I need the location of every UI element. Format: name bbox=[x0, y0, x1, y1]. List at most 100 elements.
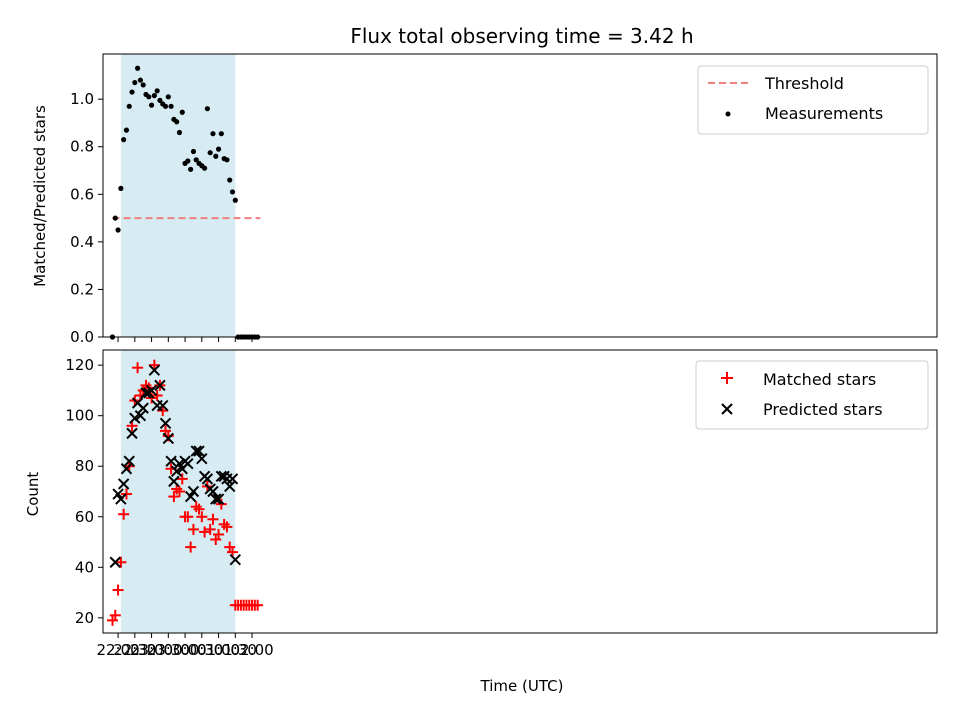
measurement-point bbox=[162, 103, 169, 109]
predicted-star-point bbox=[117, 478, 130, 490]
bottom-y-tick-label: 60 bbox=[75, 508, 94, 526]
chart-title: Flux total observing time = 3.42 h bbox=[350, 24, 693, 48]
predicted-star-point bbox=[109, 556, 121, 568]
predicted-star-point bbox=[162, 432, 175, 445]
measurement-point bbox=[215, 146, 222, 152]
matched-star-point bbox=[207, 513, 219, 525]
bottom-y-axis-label: Count bbox=[24, 472, 42, 517]
measurement-point bbox=[157, 97, 163, 103]
x-tick-label: 00:00 bbox=[163, 641, 206, 659]
legend-threshold-label: Threshold bbox=[764, 74, 844, 93]
measurement-point bbox=[135, 65, 141, 71]
predicted-star-point bbox=[210, 493, 222, 505]
top-y-axis-label: Matched/Predicted stars bbox=[31, 105, 49, 287]
predicted-star-point bbox=[182, 457, 194, 470]
measurement-point bbox=[115, 227, 121, 233]
predicted-star-point bbox=[215, 470, 228, 483]
measurement-point bbox=[140, 82, 146, 88]
measurement-point bbox=[121, 137, 127, 143]
bottom-y-tick-label: 40 bbox=[75, 558, 94, 576]
legend-measurements-label: Measurements bbox=[765, 104, 883, 123]
measurement-point bbox=[179, 109, 185, 115]
matched-star-point bbox=[185, 541, 197, 553]
measurement-point bbox=[137, 77, 144, 83]
bottom-y-tick-label: 20 bbox=[75, 609, 94, 627]
top-y-tick-label: 0.8 bbox=[70, 138, 94, 156]
matched-star-point bbox=[252, 599, 264, 611]
predicted-star-point bbox=[123, 455, 135, 467]
measurement-point bbox=[123, 127, 130, 133]
measurement-point bbox=[174, 119, 180, 125]
legend-matched-label: Matched stars bbox=[763, 370, 876, 389]
measurement-point bbox=[185, 158, 191, 164]
x-tick-label: 00:30 bbox=[180, 641, 223, 659]
measurement-point bbox=[118, 185, 124, 191]
matched-star-point bbox=[112, 584, 124, 596]
matched-star-point bbox=[187, 523, 199, 535]
predicted-star-point bbox=[165, 455, 177, 467]
measurement-point bbox=[190, 148, 197, 155]
predicted-star-point bbox=[148, 364, 161, 376]
predicted-star-point bbox=[190, 445, 202, 457]
x-tick-label: 23:30 bbox=[147, 641, 190, 659]
measurement-point bbox=[193, 157, 199, 163]
measurement-point bbox=[207, 150, 213, 156]
bottom-y-tick-label: 120 bbox=[65, 356, 94, 374]
measurement-point bbox=[165, 94, 171, 100]
top-panel: 0.0 0.2 0.4 0.6 0.8 1.0 Threshold Measurement… bbox=[31, 53, 938, 346]
matched-star-point bbox=[120, 488, 132, 500]
measurement-point bbox=[146, 94, 152, 100]
top-legend: Threshold Measurements bbox=[697, 65, 929, 135]
measurement-point bbox=[129, 89, 135, 95]
measurement-point bbox=[188, 166, 194, 172]
predicted-star-point bbox=[207, 485, 219, 498]
predicted-star-point bbox=[159, 417, 172, 429]
predicted-star-point bbox=[154, 379, 166, 392]
measurement-point bbox=[232, 197, 238, 203]
measurement-point bbox=[126, 103, 132, 109]
predicted-star-point bbox=[115, 493, 127, 505]
matched-star-point bbox=[196, 511, 208, 523]
predicted-star-point bbox=[168, 475, 180, 488]
predicted-star-point bbox=[224, 480, 236, 493]
top-shaded-interval bbox=[120, 54, 236, 337]
top-y-tick-label: 1.0 bbox=[70, 90, 94, 108]
matched-star-point bbox=[182, 511, 194, 523]
measurement-point bbox=[176, 129, 183, 136]
measurement-point bbox=[224, 157, 230, 163]
measurement-point bbox=[210, 131, 216, 137]
bottom-y-tick-label: 80 bbox=[75, 457, 94, 475]
x-axis-label: Time (UTC) bbox=[480, 677, 564, 695]
matched-star-point bbox=[115, 556, 127, 568]
matched-star-point bbox=[132, 362, 144, 374]
matched-star-point bbox=[173, 486, 185, 497]
bottom-panel: 2040608010012022:0022:3023:0023:3000:000… bbox=[24, 349, 938, 695]
predicted-star-point bbox=[170, 465, 183, 477]
x-tick-label: 22:30 bbox=[113, 641, 156, 659]
matched-star-point bbox=[118, 508, 130, 520]
x-tick-label: 02:00 bbox=[230, 641, 273, 659]
measurement-point bbox=[229, 189, 236, 195]
matched-star-point bbox=[213, 528, 225, 540]
matched-star-point bbox=[109, 609, 121, 621]
x-tick-label: 01:30 bbox=[214, 641, 257, 659]
predicted-star-point bbox=[137, 402, 149, 414]
matched-star-point bbox=[221, 521, 233, 533]
predicted-star-point bbox=[157, 399, 169, 412]
matched-star-point bbox=[151, 389, 163, 401]
measurement-point bbox=[218, 131, 224, 137]
matched-star-point bbox=[176, 473, 188, 485]
legend-predicted-swatch bbox=[721, 403, 733, 415]
matched-star-point bbox=[204, 523, 216, 535]
top-y-tick-label: 0.6 bbox=[70, 185, 94, 203]
measurement-point bbox=[151, 93, 157, 99]
predicted-star-point bbox=[196, 452, 208, 465]
matched-star-point bbox=[168, 491, 180, 503]
bottom-axes-frame bbox=[102, 349, 938, 634]
predicted-star-point bbox=[120, 463, 133, 475]
measurement-point bbox=[204, 106, 210, 112]
predicted-star-point bbox=[129, 412, 141, 424]
predicted-star-point bbox=[140, 387, 152, 399]
measurement-point bbox=[201, 165, 208, 171]
